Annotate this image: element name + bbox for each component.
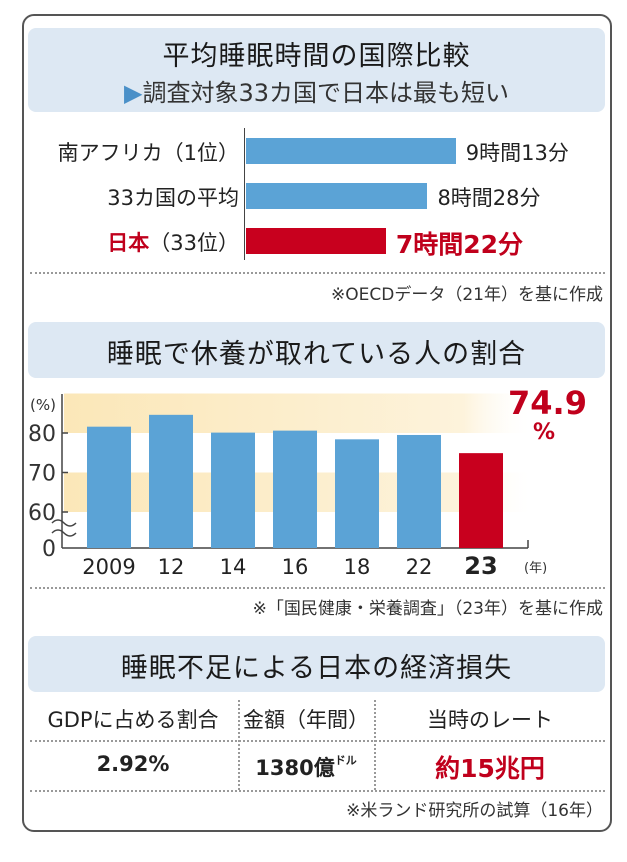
table-header-gdp: GDPに占める割合 bbox=[47, 708, 219, 732]
table-header-rate: 当時のレート bbox=[427, 708, 553, 732]
section1-source: ※OECDデータ（21年）を基に作成 bbox=[331, 285, 603, 305]
value-amount-unit: ドル bbox=[334, 754, 357, 767]
hbar-category-label: 日本（33位） bbox=[107, 227, 239, 257]
value-amount: 1380億ドル bbox=[238, 752, 374, 782]
hbar-category-label: 南アフリカ（1位） bbox=[57, 141, 239, 165]
hbar-category-label: 33カ国の平均 bbox=[107, 186, 239, 210]
vbar bbox=[211, 432, 255, 548]
vbar bbox=[397, 434, 441, 548]
x-tick-label: 2009 bbox=[82, 555, 135, 579]
x-tick-label: 22 bbox=[406, 555, 433, 579]
section3-source: ※米ランド研究所の試算（16年） bbox=[346, 801, 603, 821]
hbar-axis bbox=[244, 128, 245, 260]
vbar bbox=[335, 439, 379, 548]
y-tick-label: 80 bbox=[28, 422, 56, 447]
x-tick-label: 12 bbox=[158, 555, 185, 579]
value-amount-number: 1380億 bbox=[255, 756, 335, 780]
column-divider bbox=[238, 700, 240, 790]
x-axis-unit: (年) bbox=[524, 561, 547, 576]
section3-header: 睡眠不足による日本の経済損失 bbox=[28, 636, 605, 692]
vbar bbox=[459, 453, 503, 548]
axis-break-icon bbox=[51, 519, 77, 537]
vbar bbox=[149, 414, 193, 548]
y-tick-label: 60 bbox=[28, 501, 56, 526]
section1-header: 平均睡眠時間の国際比較 ▶調査対象33カ国で日本は最も短い bbox=[28, 28, 605, 112]
hbar-category-rank: （33位） bbox=[149, 231, 239, 255]
x-tick-label: 16 bbox=[282, 555, 309, 579]
vbar bbox=[87, 426, 131, 548]
x-tick-label: 23 bbox=[464, 552, 497, 580]
y-axis-unit: (%) bbox=[30, 396, 56, 414]
value-rate: 約15兆円 bbox=[435, 754, 545, 783]
triangle-bullet-icon: ▶ bbox=[123, 79, 143, 107]
hbar-value-label: 9時間13分 bbox=[465, 141, 569, 165]
x-tick-label: 14 bbox=[220, 555, 247, 579]
section1-subtitle-row: ▶調査対象33カ国で日本は最も短い bbox=[28, 73, 605, 108]
hbar-value-label: 8時間28分 bbox=[437, 186, 541, 210]
hbar bbox=[246, 183, 428, 209]
section2-header: 睡眠で休養が取れている人の割合 bbox=[28, 322, 605, 378]
y-tick-label: 0 bbox=[42, 537, 56, 562]
vbar-chart: 0 60 70 80 (%) 2009 12 14 16 18 22 23 (年) bbox=[28, 393, 547, 580]
column-divider bbox=[374, 700, 376, 790]
section3-title: 睡眠不足による日本の経済損失 bbox=[120, 653, 513, 684]
highlight-value: 74.9 bbox=[508, 384, 587, 422]
infographic-frame bbox=[22, 14, 612, 832]
vbar bbox=[273, 430, 317, 548]
value-gdp: 2.92% bbox=[96, 752, 170, 776]
hbar bbox=[246, 138, 456, 164]
hbar bbox=[246, 228, 386, 254]
section1-title: 平均睡眠時間の国際比較 bbox=[162, 41, 471, 72]
divider bbox=[30, 740, 605, 742]
section1-subtitle: 調査対象33カ国で日本は最も短い bbox=[142, 79, 509, 107]
table-header-amount: 金額（年間） bbox=[243, 708, 369, 732]
band-80-90 bbox=[64, 393, 534, 433]
section2-source: ※「国民健康・栄養調査」（23年）を基に作成 bbox=[252, 599, 603, 619]
divider bbox=[30, 587, 605, 589]
y-tick-label: 70 bbox=[28, 462, 56, 487]
divider bbox=[30, 790, 605, 792]
hbar-value-label: 7時間22分 bbox=[395, 230, 524, 259]
divider bbox=[30, 272, 605, 274]
highlight-unit: % bbox=[533, 420, 556, 445]
x-tick-label: 18 bbox=[344, 555, 371, 579]
section2-title: 睡眠で休養が取れている人の割合 bbox=[106, 339, 527, 370]
hbar-category-name: 日本 bbox=[107, 231, 150, 255]
